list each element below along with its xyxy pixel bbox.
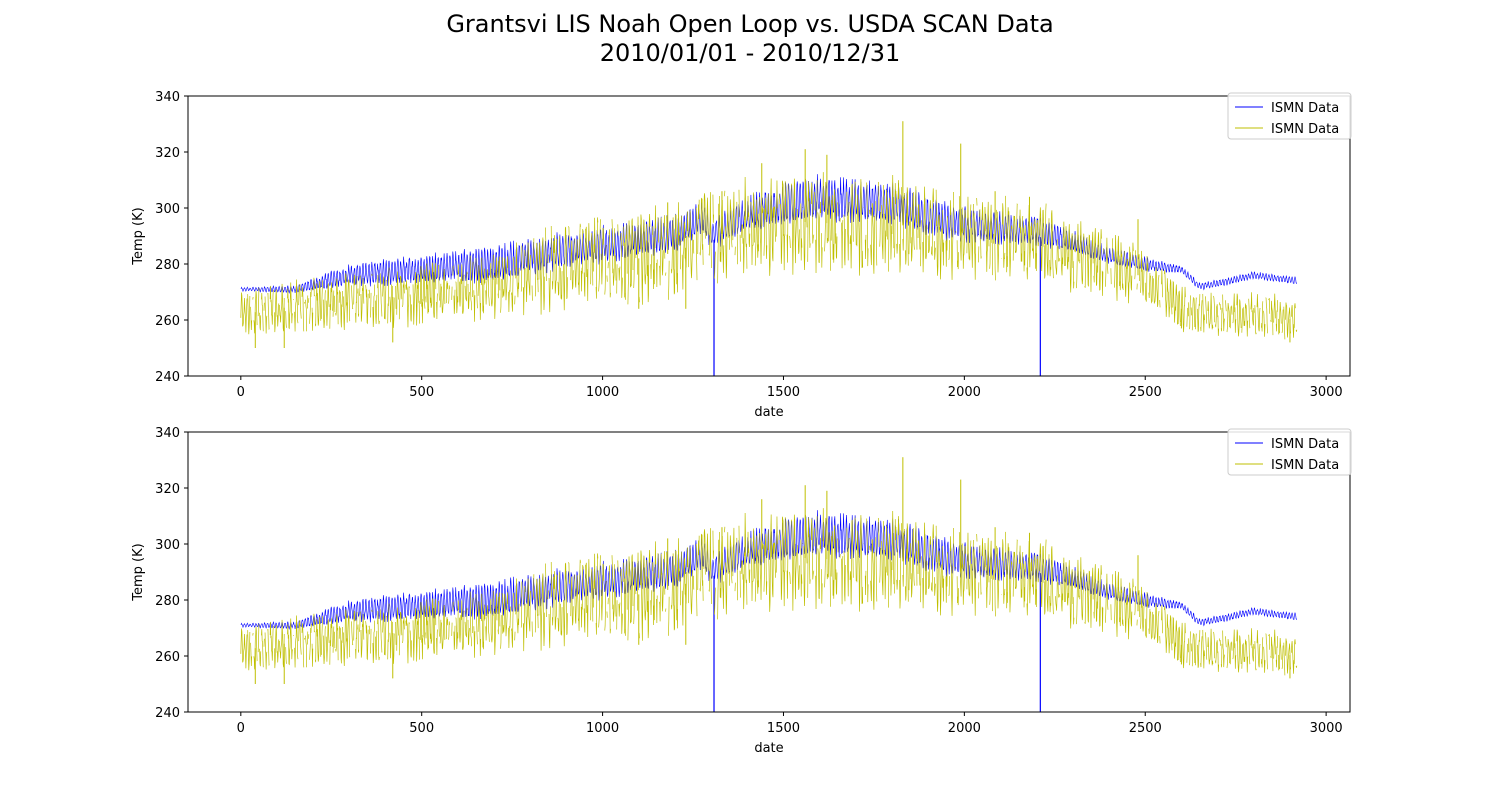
axes-frame	[187, 431, 1351, 713]
y-axis-label: Temp (K)	[131, 207, 146, 265]
x-tick-label: 2500	[1129, 721, 1162, 736]
x-tick-label: 500	[409, 385, 434, 400]
legend: ISMN Data ISMN Data	[1227, 92, 1352, 140]
x-axis-label: date	[754, 405, 783, 420]
y-tick-label: 340	[155, 90, 180, 105]
x-tick-label: 1000	[586, 385, 619, 400]
axes-frame	[187, 95, 1351, 377]
x-tick-label: 1500	[767, 385, 800, 400]
y-tick-label: 280	[155, 594, 180, 609]
x-tick-label: 2000	[948, 385, 981, 400]
y-tick-label: 240	[155, 706, 180, 721]
chart-panel-1: 0 500 1000 1500 2000 2500 3000 240 260 280 300 320 3…	[131, 90, 1352, 420]
y-tick-label: 240	[155, 370, 180, 385]
legend-label-1: ISMN Data	[1271, 437, 1339, 452]
legend: ISMN Data ISMN Data	[1227, 428, 1352, 476]
x-tick-label: 1500	[767, 721, 800, 736]
x-tick-label: 500	[409, 721, 434, 736]
y-tick-label: 260	[155, 314, 180, 329]
legend-label-1: ISMN Data	[1271, 101, 1339, 116]
y-tick-label: 260	[155, 650, 180, 665]
y-tick-label: 300	[155, 538, 180, 553]
legend-label-2: ISMN Data	[1271, 122, 1339, 137]
x-tick-label: 2500	[1129, 385, 1162, 400]
x-tick-label: 3000	[1310, 721, 1343, 736]
plot-area	[240, 121, 1298, 376]
y-tick-label: 320	[155, 146, 180, 161]
y-axis-label: Temp (K)	[131, 543, 146, 601]
figure-title: Grantsvi LIS Noah Open Loop vs. USDA SCA…	[0, 10, 1500, 68]
y-tick-label: 340	[155, 426, 180, 441]
x-tick-label: 0	[237, 385, 245, 400]
x-tick-label: 0	[237, 721, 245, 736]
y-tick-label: 300	[155, 202, 180, 217]
title-line-2: 2010/01/01 - 2010/12/31	[599, 39, 901, 67]
x-axis-label: date	[754, 741, 783, 756]
title-line-1: Grantsvi LIS Noah Open Loop vs. USDA SCA…	[446, 10, 1054, 38]
plot-area	[240, 457, 1298, 712]
x-tick-label: 3000	[1310, 385, 1343, 400]
y-tick-label: 280	[155, 258, 180, 273]
y-tick-label: 320	[155, 482, 180, 497]
legend-label-2: ISMN Data	[1271, 458, 1339, 473]
chart-panel-2: 0 500 1000 1500 2000 2500 3000 240 260 280 300 320 3…	[131, 426, 1352, 756]
x-tick-label: 1000	[586, 721, 619, 736]
x-tick-label: 2000	[948, 721, 981, 736]
